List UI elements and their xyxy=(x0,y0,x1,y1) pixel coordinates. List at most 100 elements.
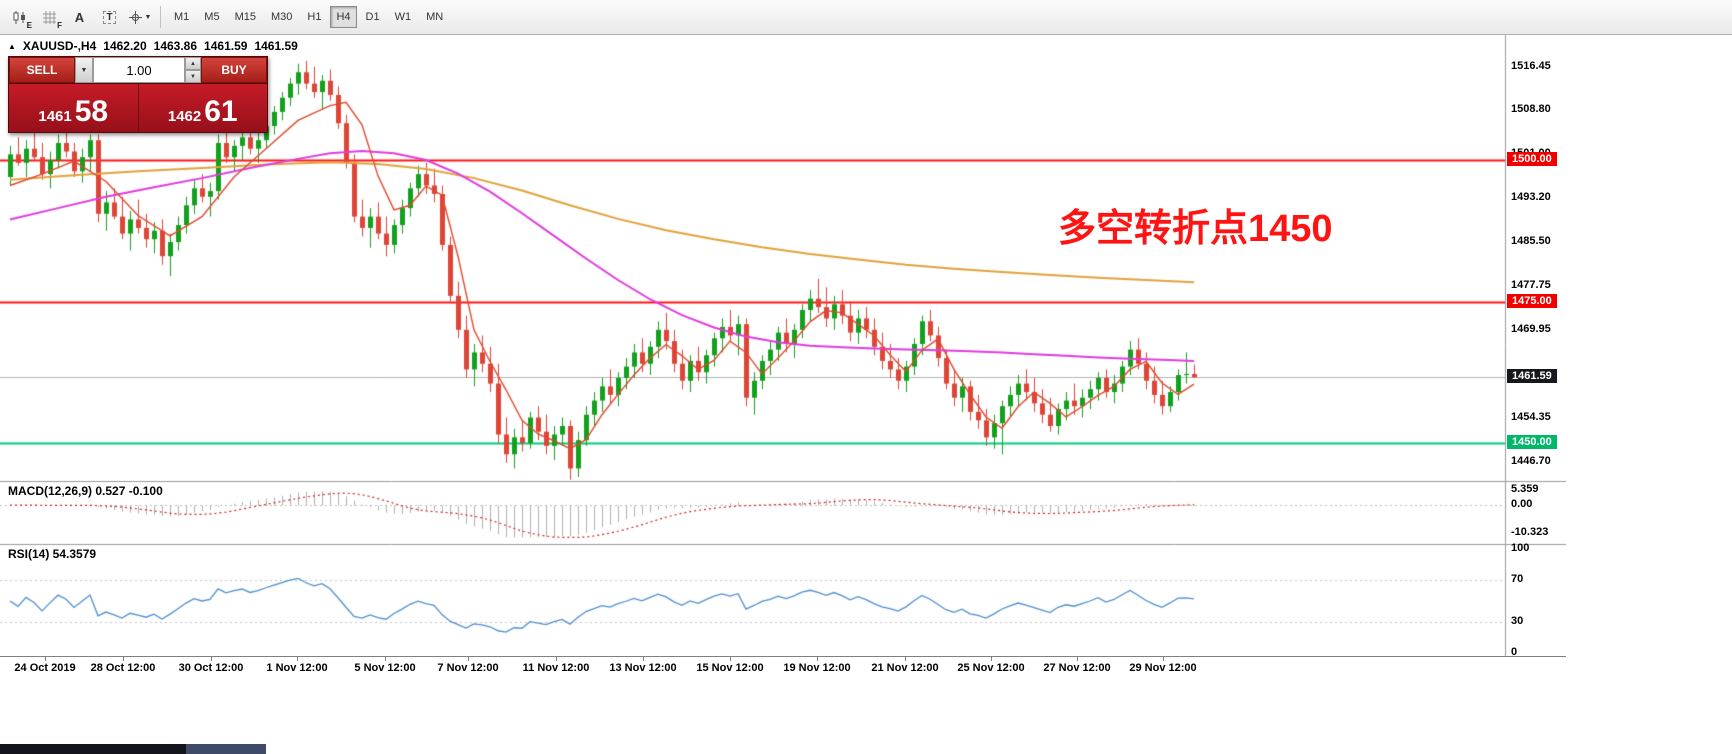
price-chart-canvas[interactable] xyxy=(0,35,1566,656)
time-tick xyxy=(123,657,124,661)
bid-main-digits: 1461 xyxy=(38,108,72,125)
price-line-badge: 1461.59 xyxy=(1507,369,1557,384)
price-line-badge: 1500.00 xyxy=(1507,152,1557,166)
rsi-axis-label: 70 xyxy=(1511,573,1524,586)
taskbar-segment xyxy=(186,744,266,754)
time-tick xyxy=(905,657,906,661)
timeframe-button-group: M1 M5 M15 M30 H1 H4 D1 W1 MN xyxy=(168,6,449,28)
time-tick xyxy=(468,657,469,661)
text-annotation-icon[interactable]: A xyxy=(74,9,85,25)
ask-main-digits: 1462 xyxy=(167,108,202,125)
bid-big-digits: 58 xyxy=(74,95,109,128)
chart-annotation-text: 多空转折点1450 xyxy=(1058,208,1333,250)
time-tick xyxy=(385,657,386,661)
time-tick-label: 5 Nov 12:00 xyxy=(354,662,416,674)
timeframe-mn[interactable]: MN xyxy=(426,11,444,23)
price-tick-label: 1516.45 xyxy=(1511,59,1551,72)
trade-panel-controls: SELL ▼ ▲ ▼ BUY xyxy=(9,57,267,83)
ask-big-digits: 61 xyxy=(204,95,238,128)
price-tick-label: 1469.95 xyxy=(1511,323,1551,336)
taskbar-fragment xyxy=(0,744,268,754)
timeframe-w1[interactable]: W1 xyxy=(394,11,412,23)
volume-increase-button[interactable]: ▲ xyxy=(185,57,201,70)
price-tick-label: 1485.50 xyxy=(1511,235,1551,248)
ohlc-low: 1461.59 xyxy=(204,39,248,53)
time-tick-label: 30 Oct 12:00 xyxy=(178,662,244,674)
ask-price-display[interactable]: 1462 61 xyxy=(138,84,267,132)
price-tick-label: 1508.80 xyxy=(1511,103,1551,116)
macd-axis-label: -10.323 xyxy=(1511,526,1549,539)
volume-dropdown-button[interactable]: ▼ xyxy=(75,57,93,83)
grid-icon[interactable]: F xyxy=(36,5,63,30)
time-tick-label: 28 Oct 12:00 xyxy=(90,662,156,674)
chart-style-icon[interactable]: E xyxy=(6,5,33,30)
sell-button[interactable]: SELL xyxy=(9,57,75,83)
timeframe-m5[interactable]: M5 xyxy=(204,11,220,23)
time-tick xyxy=(817,657,818,661)
time-tick xyxy=(1163,657,1164,661)
icon-sub-label: E xyxy=(26,20,32,30)
time-axis[interactable]: 24 Oct 2019 28 Oct 12:00 30 Oct 12:00 1 Nov… xyxy=(0,656,1566,683)
ohlc-close: 1461.59 xyxy=(254,39,298,53)
time-tick-label: 25 Nov 12:00 xyxy=(957,662,1025,674)
ohlc-open: 1462.20 xyxy=(103,39,147,53)
price-tick-label: 1446.70 xyxy=(1511,454,1551,467)
chart-ohlc-header: ▲ XAUUSD-,H4 1462.20 1463.86 1461.59 146… xyxy=(8,39,298,53)
chart-window: ▲ XAUUSD-,H4 1462.20 1463.86 1461.59 146… xyxy=(0,35,1732,744)
trade-panel-quotes: 1461 58 1462 61 xyxy=(9,83,267,132)
price-tick-label: 1477.75 xyxy=(1511,278,1551,291)
time-tick xyxy=(643,657,644,661)
symbol-period-label: XAUUSD-,H4 xyxy=(22,39,97,53)
macd-axis-label: 0.00 xyxy=(1511,498,1533,510)
time-tick xyxy=(556,657,557,661)
rsi-axis-label: 30 xyxy=(1511,614,1524,627)
time-tick-label: 7 Nov 12:00 xyxy=(437,662,499,674)
icon-sub-label: F xyxy=(57,20,62,30)
time-tick-label: 15 Nov 12:00 xyxy=(696,662,764,674)
chevron-down-icon: ▼ xyxy=(80,66,88,74)
collapse-triangle-icon[interactable]: ▲ xyxy=(8,41,16,51)
rsi-indicator-label: RSI(14) 54.3579 xyxy=(8,547,97,561)
price-tick-label: 1454.35 xyxy=(1511,411,1551,424)
buy-button[interactable]: BUY xyxy=(201,57,267,83)
time-tick xyxy=(211,657,212,661)
time-tick xyxy=(730,657,731,661)
timeframe-m15[interactable]: M15 xyxy=(234,11,256,23)
time-tick xyxy=(297,657,298,661)
time-tick xyxy=(1077,657,1078,661)
price-axis[interactable]: 1516.451508.801501.001493.201485.501477.… xyxy=(1505,35,1732,682)
time-tick-label: 24 Oct 2019 xyxy=(14,662,76,674)
text-label-icon[interactable]: T xyxy=(96,5,123,30)
toolbar-icon-group: E F A T ▼ xyxy=(6,5,153,30)
time-tick-label: 11 Nov 12:00 xyxy=(522,662,590,674)
time-tick-label: 19 Nov 12:00 xyxy=(783,662,851,674)
ohlc-high: 1463.86 xyxy=(153,39,198,53)
time-tick-label: 21 Nov 12:00 xyxy=(871,662,939,674)
timeframe-m30[interactable]: M30 xyxy=(270,11,293,23)
time-tick xyxy=(991,657,992,661)
macd-axis-label: 5.359 xyxy=(1511,483,1539,496)
toolbar-separator xyxy=(160,6,161,28)
macd-indicator-label: MACD(12,26,9) 0.527 -0.100 xyxy=(8,484,163,498)
rsi-axis-label: 100 xyxy=(1511,542,1530,554)
chevron-down-icon: ▼ xyxy=(144,13,152,21)
timeframe-h1[interactable]: H1 xyxy=(307,11,322,23)
time-tick xyxy=(45,657,46,661)
time-tick-label: 13 Nov 12:00 xyxy=(609,662,677,674)
rsi-axis-label: 0 xyxy=(1511,646,1518,658)
price-line-badge: 1475.00 xyxy=(1507,293,1557,308)
one-click-trading-panel: SELL ▼ ▲ ▼ BUY 1461 58 1462 61 xyxy=(8,56,268,133)
volume-stepper: ▲ ▼ xyxy=(185,57,201,83)
timeframe-h4[interactable]: H4 xyxy=(330,6,357,28)
timeframe-d1[interactable]: D1 xyxy=(365,11,380,23)
volume-decrease-button[interactable]: ▼ xyxy=(185,70,201,83)
toolbar: E F A T ▼ M1 M5 M15 M30 H1 H4 D1 W1 MN xyxy=(0,0,1732,35)
bid-price-display[interactable]: 1461 58 xyxy=(9,84,139,132)
volume-input[interactable] xyxy=(93,57,185,83)
price-line-badge: 1450.00 xyxy=(1507,435,1557,449)
timeframe-m1[interactable]: M1 xyxy=(174,11,190,23)
crosshair-icon[interactable]: ▼ xyxy=(126,5,153,30)
time-tick-label: 1 Nov 12:00 xyxy=(266,662,328,674)
taskbar-segment xyxy=(0,744,186,754)
